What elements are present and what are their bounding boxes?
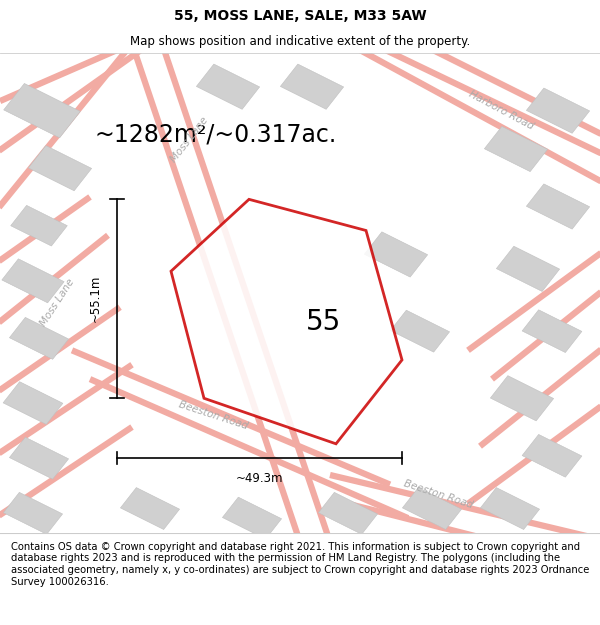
Polygon shape: [522, 434, 582, 477]
Text: Map shows position and indicative extent of the property.: Map shows position and indicative extent…: [130, 35, 470, 48]
Polygon shape: [280, 64, 344, 109]
Text: Moss Lane: Moss Lane: [38, 277, 76, 328]
Polygon shape: [2, 259, 64, 303]
Text: Beeston Road: Beeston Road: [402, 478, 474, 510]
Polygon shape: [11, 206, 67, 246]
Polygon shape: [223, 497, 281, 539]
Polygon shape: [10, 318, 68, 359]
Polygon shape: [484, 126, 548, 172]
Polygon shape: [196, 64, 260, 109]
Text: ~55.1m: ~55.1m: [89, 275, 102, 322]
Polygon shape: [4, 492, 62, 534]
Polygon shape: [391, 310, 449, 352]
Text: ~1282m²/~0.317ac.: ~1282m²/~0.317ac.: [95, 122, 337, 147]
Text: 55: 55: [307, 308, 341, 336]
Polygon shape: [28, 146, 92, 191]
Polygon shape: [526, 184, 590, 229]
Polygon shape: [3, 382, 63, 424]
Polygon shape: [481, 488, 539, 529]
Polygon shape: [364, 232, 428, 277]
Polygon shape: [319, 492, 377, 534]
Text: Contains OS data © Crown copyright and database right 2021. This information is : Contains OS data © Crown copyright and d…: [11, 542, 589, 586]
Polygon shape: [121, 488, 179, 529]
Polygon shape: [10, 438, 68, 479]
Polygon shape: [171, 199, 402, 444]
Polygon shape: [490, 376, 554, 421]
Text: Beeston Road: Beeston Road: [177, 399, 249, 431]
Polygon shape: [526, 88, 590, 133]
Text: Harboro Road: Harboro Road: [467, 89, 535, 132]
Polygon shape: [522, 310, 582, 352]
Text: ~49.3m: ~49.3m: [236, 472, 283, 484]
Polygon shape: [4, 84, 80, 138]
Polygon shape: [403, 488, 461, 529]
Text: 55, MOSS LANE, SALE, M33 5AW: 55, MOSS LANE, SALE, M33 5AW: [173, 9, 427, 23]
Text: Moss Lane: Moss Lane: [168, 115, 210, 164]
Polygon shape: [496, 246, 560, 291]
